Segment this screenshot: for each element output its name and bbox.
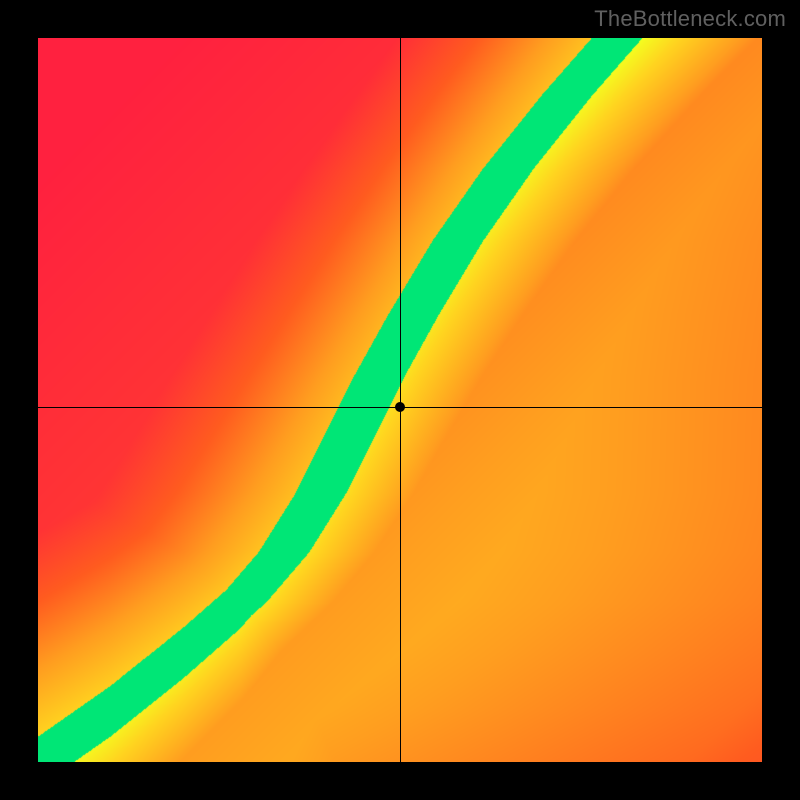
crosshair-vertical bbox=[400, 38, 401, 762]
selection-marker-dot bbox=[395, 402, 405, 412]
heatmap-plot-frame bbox=[38, 38, 762, 762]
watermark-text: TheBottleneck.com bbox=[594, 6, 786, 32]
